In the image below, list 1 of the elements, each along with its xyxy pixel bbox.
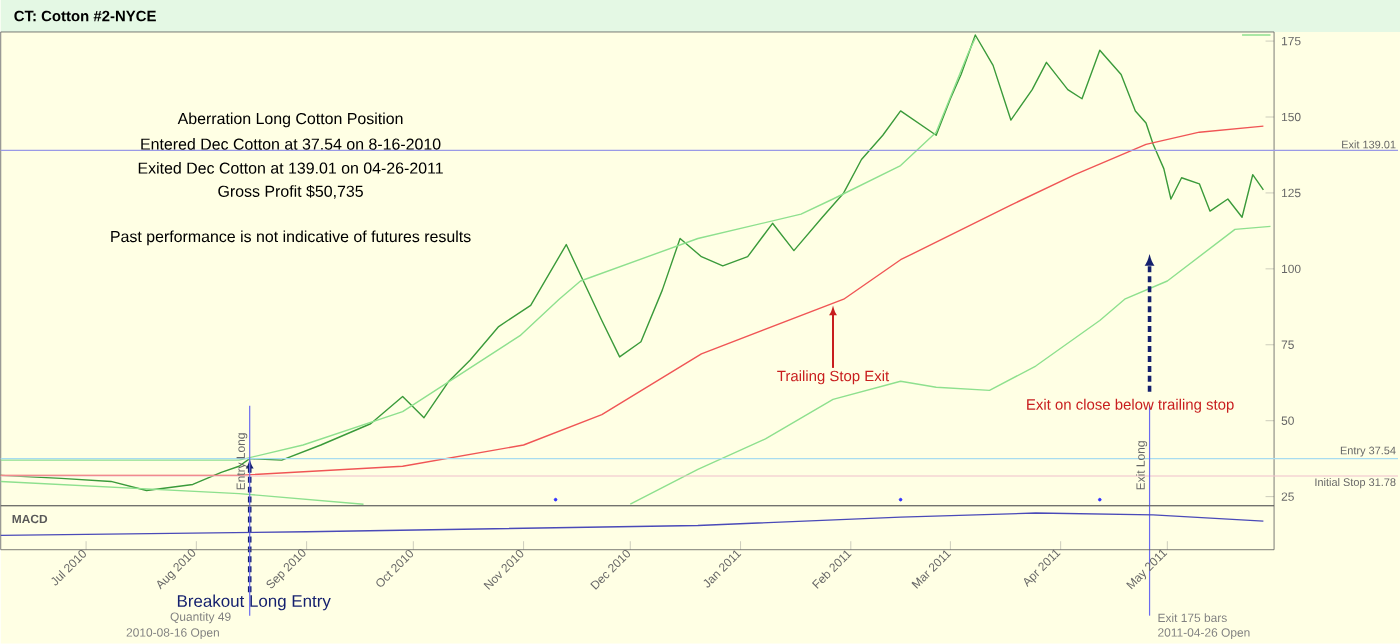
annotation: Breakout Long Entry (177, 594, 331, 611)
